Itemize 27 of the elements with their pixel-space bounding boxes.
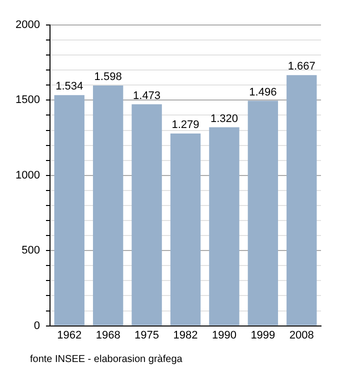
y-tick-label: 0 <box>34 320 40 332</box>
data-label: 1.496 <box>249 86 277 98</box>
x-tick-label: 1982 <box>173 329 198 342</box>
data-label: 1.473 <box>133 90 161 102</box>
data-label: 1.320 <box>210 112 238 125</box>
y-tick-label: 1500 <box>16 94 40 106</box>
data-label: 1.598 <box>94 70 122 83</box>
x-tick-label: 1968 <box>96 329 120 342</box>
bar <box>286 75 317 326</box>
x-tick-label: 1962 <box>57 329 82 342</box>
source-note: fonte INSEE - elaborasion gràfega <box>30 354 182 365</box>
data-label: 1.279 <box>172 118 200 131</box>
bar <box>209 127 240 326</box>
bar <box>170 133 201 326</box>
x-tick-label: 2008 <box>289 329 314 342</box>
x-tick-label: 1990 <box>212 329 236 342</box>
y-tick-label: 1000 <box>16 169 40 182</box>
x-tick-label: 1999 <box>250 329 276 342</box>
bar <box>248 100 278 326</box>
y-tick-label: 2000 <box>16 19 40 32</box>
bar <box>132 104 162 326</box>
bar <box>92 85 124 326</box>
bar <box>54 95 84 326</box>
y-tick-label: 500 <box>22 244 40 257</box>
data-label: 1.667 <box>288 60 316 73</box>
data-label: 1.534 <box>56 80 84 93</box>
x-tick-label: 1975 <box>134 329 160 342</box>
